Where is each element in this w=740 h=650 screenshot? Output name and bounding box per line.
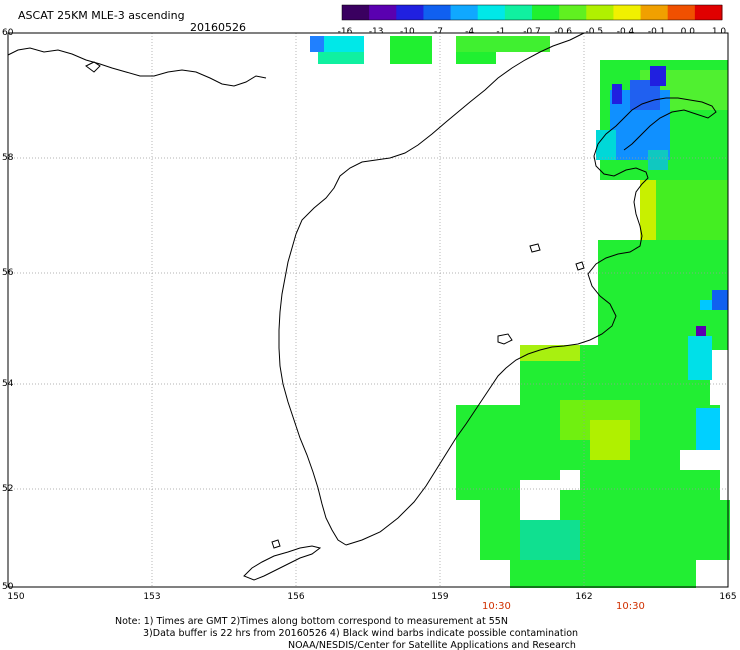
- colorbar-swatch: [450, 5, 479, 20]
- colorbar-tick-label: -16: [338, 27, 353, 37]
- latitude-label: 50: [2, 582, 14, 592]
- wind-cell: [520, 520, 580, 560]
- colorbar-frame: [341, 4, 723, 21]
- okhotsk-north-coast: [7, 47, 267, 87]
- longitude-label: 156: [287, 592, 304, 602]
- colorbar-tick-label: -0.1: [648, 27, 666, 37]
- wind-cell: [480, 500, 730, 560]
- colorbar-swatch: [396, 5, 424, 20]
- wind-cell: [456, 36, 550, 52]
- wind-cell: [324, 36, 364, 52]
- colorbar-swatch: [613, 5, 642, 20]
- map-panel: [7, 32, 730, 588]
- latitude-label: 60: [2, 28, 14, 38]
- colorbar-tick-label: 1.0: [712, 27, 727, 37]
- wind-cell: [520, 480, 560, 520]
- wind-cell: [310, 36, 324, 52]
- wind-cell: [456, 52, 496, 64]
- colorbar-tick-label: -0.7: [523, 27, 541, 37]
- colorbar-tick-label: 0.0: [681, 27, 696, 37]
- longitude-label: 159: [431, 592, 448, 602]
- colorbar-swatch: [559, 5, 587, 20]
- footer-note-line2: 3)Data buffer is 22 hrs from 20160526 4)…: [143, 628, 578, 639]
- wind-data-cells: [310, 36, 730, 588]
- colorbar-swatch: [342, 5, 370, 20]
- colorbar-tick-label: -1: [496, 27, 505, 37]
- wind-cell: [688, 336, 712, 380]
- product-title: ASCAT 25KM MLE-3 ascending: [18, 9, 185, 22]
- latitude-labels: 60 58 56 54 52 50: [2, 28, 14, 592]
- wind-cell: [480, 560, 510, 587]
- wind-cell: [510, 560, 696, 588]
- colorbar-tick-label: -10: [400, 27, 415, 37]
- longitude-label: 165: [719, 592, 736, 602]
- wind-cell: [648, 150, 668, 170]
- latitude-label: 54: [2, 379, 14, 389]
- product-date: 20160526: [190, 21, 246, 34]
- colorbar-swatch: [477, 5, 506, 20]
- wind-cell: [700, 560, 728, 587]
- island-southwest: [271, 539, 281, 549]
- colorbar-tick-label: -0.4: [617, 27, 635, 37]
- wind-cell: [456, 500, 480, 587]
- kamchatka-west-coast: [278, 32, 585, 546]
- wind-cell: [590, 420, 630, 460]
- colorbar-swatch: [640, 5, 669, 20]
- longitude-label: 162: [575, 592, 592, 602]
- colorbar-tick-label: -13: [369, 27, 384, 37]
- island-east-1: [529, 243, 541, 253]
- footer-note-line1: Note: 1) Times are GMT 2)Times along bot…: [115, 616, 508, 627]
- wind-cell: [596, 130, 616, 160]
- colorbar-tick-label: -7: [434, 27, 443, 37]
- colorbar: -16 -13 -10 -7 -4 -1 -0.7 -0.6 -0.5 -0.4 -0.1 0.0 1.…: [338, 4, 727, 37]
- footer-credit: NOAA/NESDIS/Center for Satellite Applica…: [288, 640, 576, 650]
- latitude-label: 56: [2, 268, 14, 278]
- wind-cell: [696, 326, 706, 336]
- colorbar-tick-label: -0.5: [586, 27, 604, 37]
- wind-cell: [390, 36, 432, 64]
- colorbar-swatch: [504, 5, 533, 20]
- island-east-2: [575, 261, 585, 271]
- wind-cell: [680, 450, 728, 470]
- colorbar-swatch: [586, 5, 614, 20]
- colorbar-tick-label: -4: [465, 27, 474, 37]
- colorbar-tick-label: -0.6: [554, 27, 572, 37]
- colorbar-swatch: [423, 5, 452, 20]
- coastline: [7, 32, 717, 581]
- colorbar-swatch: [694, 5, 723, 20]
- wind-cell: [712, 290, 728, 310]
- time-label-right: 10:30: [616, 601, 645, 612]
- kamchatka-east-coast: [345, 97, 717, 546]
- colorbar-swatch: [667, 5, 696, 20]
- wind-cell: [650, 66, 666, 86]
- island-east-3: [497, 333, 513, 345]
- island-south: [243, 545, 322, 581]
- longitude-label: 153: [143, 592, 160, 602]
- longitude-label: 150: [7, 592, 24, 602]
- wind-cell: [560, 470, 580, 490]
- wind-cell: [696, 408, 720, 452]
- wind-cell: [640, 180, 656, 240]
- wind-cell: [612, 84, 622, 104]
- wind-cell: [700, 300, 712, 310]
- latitude-label: 58: [2, 153, 14, 163]
- colorbar-swatch: [532, 5, 560, 20]
- longitude-labels: 150 153 156 159 162 165: [7, 592, 736, 602]
- island-north: [85, 61, 101, 73]
- wind-cell: [318, 52, 364, 64]
- wind-cell: [520, 345, 580, 361]
- time-label-left: 10:30: [482, 601, 511, 612]
- map-border: [7, 32, 729, 588]
- wind-cell: [598, 240, 728, 350]
- colorbar-swatch: [369, 5, 397, 20]
- latitude-label: 52: [2, 484, 13, 494]
